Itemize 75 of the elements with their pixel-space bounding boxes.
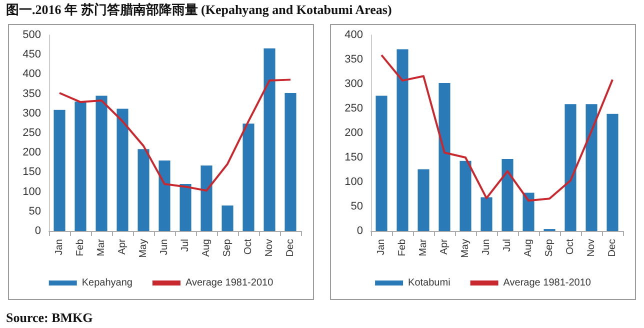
bar [180, 184, 192, 231]
y-tick-label: 200 [22, 146, 41, 159]
legend-label: Average 1981-2010 [503, 278, 592, 288]
legend-label: Average 1981-2010 [185, 278, 274, 288]
y-tick-label: 450 [22, 48, 41, 61]
bar [222, 206, 234, 231]
y-tick-label: 350 [22, 88, 41, 100]
y-tick-label: 400 [22, 68, 41, 80]
bar [96, 96, 108, 231]
x-tick-label: Jan [54, 239, 65, 256]
x-tick-label: Nov [264, 239, 275, 257]
bar [376, 96, 388, 231]
y-tick-label: 100 [344, 176, 363, 188]
chart-title: 图一.2016 年 苏门答腊南部降雨量 (Kepahyang and Kotabumi Areas) [6, 1, 392, 19]
bar [480, 197, 492, 231]
x-tick-label: Jun [481, 239, 492, 256]
x-tick-label: May [138, 239, 149, 258]
x-tick-label: Mar [418, 238, 429, 256]
bar [564, 104, 576, 231]
x-tick-label: Aug [201, 239, 212, 257]
x-tick-label: Apr [439, 238, 450, 255]
x-tick-label: Sep [222, 238, 233, 257]
line-series [380, 54, 614, 202]
x-tick-label: Nov [586, 239, 597, 257]
x-tick-label: Oct [565, 238, 576, 255]
y-tick-label: 250 [344, 102, 363, 114]
x-tick-label: Jan [376, 239, 387, 256]
x-tick-label: Oct [243, 238, 254, 255]
bar [606, 114, 618, 231]
bar [586, 104, 598, 231]
x-tick-label: May [460, 239, 471, 258]
x-tick-label: Feb [75, 238, 86, 256]
y-tick-label: 150 [344, 152, 363, 164]
bar [418, 169, 430, 231]
legend-label: Kotabumi [408, 278, 450, 288]
bar [502, 158, 514, 231]
line-series [58, 78, 292, 192]
y-tick-label: 50 [350, 200, 363, 212]
y-tick-label: 400 [344, 29, 363, 41]
source-note: Source: BMKG [6, 310, 93, 326]
x-tick-label: Jun [159, 239, 170, 256]
y-tick-label: 200 [344, 127, 363, 139]
y-tick-label: 250 [22, 127, 41, 139]
bar [460, 160, 472, 231]
y-tick-label: 350 [344, 54, 363, 66]
bar [138, 149, 150, 231]
bar [284, 93, 296, 231]
y-tick-label: 0 [356, 225, 363, 237]
bar [116, 108, 128, 231]
bar [396, 49, 408, 231]
bar [522, 192, 534, 231]
x-tick-label: Feb [397, 238, 408, 256]
x-tick-label: Sep [544, 238, 555, 257]
x-tick-label: Mar [96, 238, 107, 256]
bar [264, 48, 276, 231]
y-tick-label: 300 [22, 107, 41, 120]
legend-label: Kepahyang [82, 278, 132, 288]
x-tick-label: Dec [285, 239, 296, 257]
bar [200, 166, 212, 231]
y-tick-label: 0 [34, 225, 41, 237]
y-tick-label: 100 [22, 186, 41, 198]
bar [438, 83, 450, 231]
x-tick-label: Apr [117, 238, 128, 255]
y-tick-label: 500 [22, 29, 41, 41]
x-tick-label: Jul [180, 239, 191, 252]
x-tick-label: Dec [607, 239, 618, 257]
bar [242, 124, 254, 231]
bar [54, 110, 66, 231]
bar [74, 102, 86, 231]
x-tick-label: Jul [502, 239, 513, 252]
y-tick-label: 300 [344, 78, 363, 90]
y-tick-label: 50 [28, 205, 41, 218]
x-tick-label: Aug [523, 239, 534, 257]
bar [158, 160, 170, 231]
y-tick-label: 150 [22, 166, 41, 178]
